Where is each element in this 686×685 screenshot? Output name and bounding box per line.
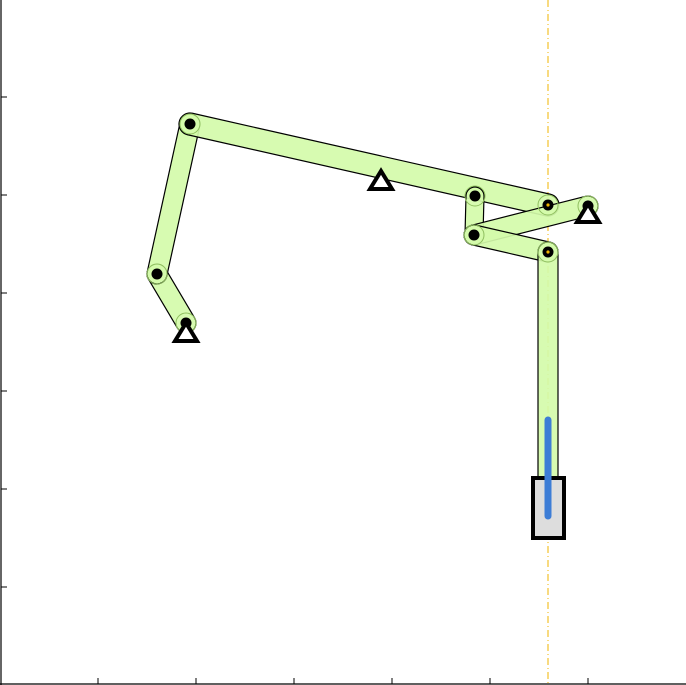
y-ticks bbox=[1, 96, 7, 588]
joint-center-icon bbox=[546, 250, 550, 254]
ground-pivot-left-triangle-icon bbox=[171, 319, 201, 343]
ground-pivots bbox=[171, 167, 603, 343]
joint-ring bbox=[179, 113, 201, 135]
joint-center-icon bbox=[546, 203, 550, 207]
joint-dot-icon bbox=[468, 229, 480, 241]
joint-ring bbox=[537, 241, 559, 263]
joints bbox=[146, 113, 599, 334]
ground-pivot-right-triangle-icon bbox=[573, 200, 603, 224]
joint-dot-icon bbox=[184, 118, 196, 130]
ground-pivot-middle-triangle-icon bbox=[366, 167, 396, 191]
joint-ring bbox=[463, 224, 485, 246]
link-long-beam bbox=[178, 112, 560, 217]
joint-ring bbox=[537, 194, 559, 216]
joint-ring bbox=[464, 185, 486, 207]
joint-dot-icon bbox=[151, 268, 163, 280]
x-ticks bbox=[97, 678, 589, 684]
link-coupler bbox=[146, 113, 201, 285]
slider bbox=[531, 416, 566, 540]
joint-ring bbox=[146, 263, 168, 285]
links bbox=[146, 112, 599, 511]
joint-dot-icon bbox=[469, 190, 481, 202]
